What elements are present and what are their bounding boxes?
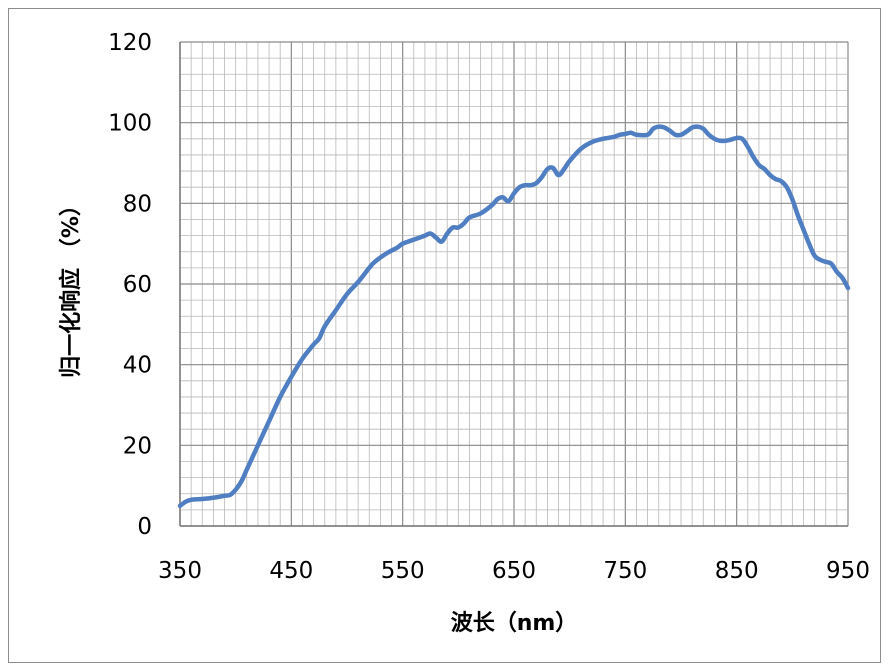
- axes: [179, 42, 848, 527]
- y-axis-title: 归一化响应 （%）: [58, 194, 84, 378]
- x-tick-label: 750: [603, 558, 647, 584]
- x-tick-label: 950: [826, 558, 870, 584]
- series-line: [177, 124, 851, 509]
- y-tick-label: 40: [123, 353, 152, 379]
- x-axis-title: 波长（nm）: [451, 611, 578, 636]
- y-tick-label: 20: [123, 433, 152, 459]
- y-tick-label: 60: [123, 272, 152, 298]
- x-tick-label: 350: [158, 558, 202, 584]
- x-tick-label: 450: [269, 558, 313, 584]
- y-tick-label: 0: [137, 514, 152, 540]
- y-tick-label: 100: [108, 111, 152, 137]
- y-tick-label: 80: [123, 191, 152, 217]
- series-group: [177, 124, 851, 509]
- chart-frame: [8, 8, 881, 663]
- x-tick-label: 550: [381, 558, 425, 584]
- x-tick-label: 850: [715, 558, 759, 584]
- y-tick-label: 120: [108, 30, 152, 56]
- x-tick-label: 650: [492, 558, 536, 584]
- tick-labels: 350 450 550 650 750 850 950 0 20 40 60 80 100 120: [108, 30, 870, 584]
- grid: [179, 41, 849, 527]
